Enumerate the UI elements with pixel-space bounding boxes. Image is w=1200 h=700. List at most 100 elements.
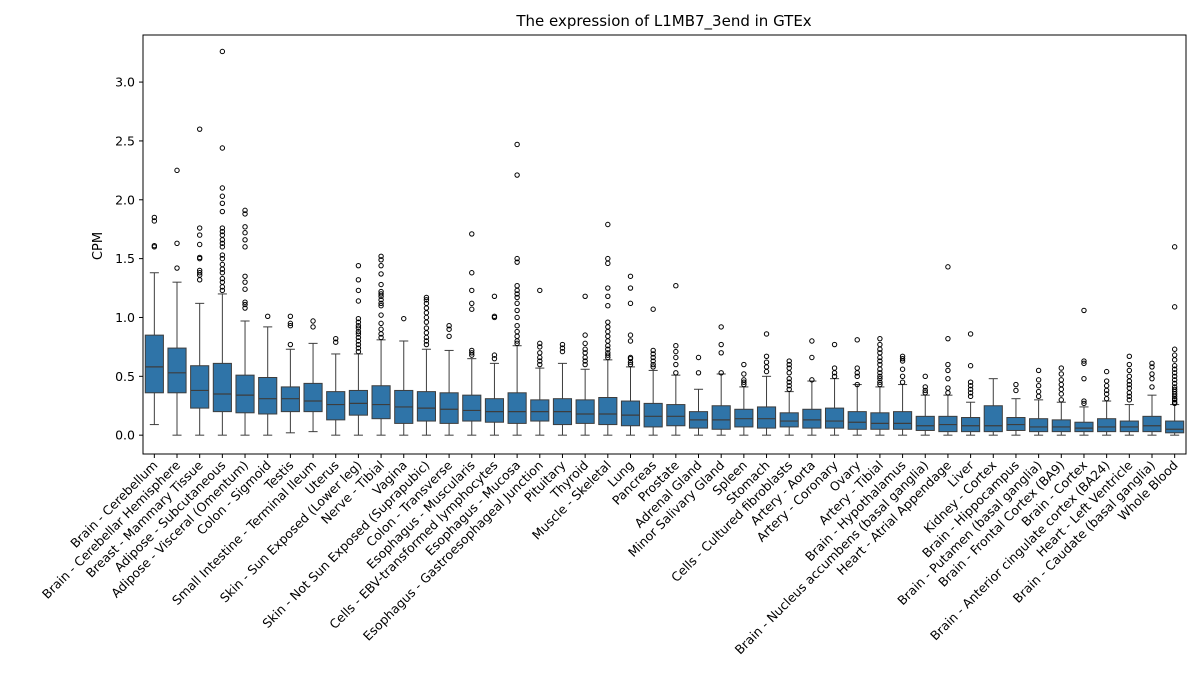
outlier-point xyxy=(605,352,611,358)
outlier-point xyxy=(242,244,248,250)
outlier-point xyxy=(718,341,724,348)
outlier-point xyxy=(695,370,702,376)
outlier-point xyxy=(1035,393,1042,400)
outlier-point xyxy=(605,328,611,335)
outlier-point xyxy=(786,370,792,376)
outlier-point xyxy=(1103,391,1110,397)
outlier-point xyxy=(1103,378,1110,384)
outlier-point xyxy=(219,232,226,238)
outlier-point xyxy=(446,323,452,329)
outlier-point xyxy=(219,208,226,215)
outlier-point xyxy=(219,255,226,262)
outlier-point xyxy=(1058,365,1064,371)
outlier-point xyxy=(287,313,294,319)
outlier-point xyxy=(605,221,611,228)
chart-title: The expression of L1MB7_3end in GTEx xyxy=(515,12,811,31)
outlier-point xyxy=(1013,381,1019,388)
outlier-point xyxy=(469,231,475,237)
outlier-point xyxy=(582,350,588,356)
box xyxy=(235,374,255,414)
outlier-point xyxy=(945,390,951,396)
box-group xyxy=(394,315,414,436)
outlier-point xyxy=(605,350,611,356)
box xyxy=(462,394,482,422)
outlier-point xyxy=(1149,375,1155,382)
box xyxy=(620,400,641,427)
outlier-point xyxy=(899,379,906,385)
outlier-point xyxy=(877,341,883,348)
outlier-point xyxy=(196,225,203,231)
outlier-point xyxy=(1171,386,1178,392)
outlier-point xyxy=(423,319,430,325)
outlier-point xyxy=(854,373,860,380)
outlier-point xyxy=(673,343,679,349)
outlier-point xyxy=(196,270,203,276)
outlier-point xyxy=(378,291,384,297)
box-group xyxy=(326,335,346,436)
outlier-point xyxy=(378,281,384,288)
outlier-point xyxy=(1171,370,1178,376)
outlier-point xyxy=(922,390,928,396)
outlier-point xyxy=(786,358,792,364)
outlier-point xyxy=(899,355,906,362)
box-group xyxy=(734,361,754,436)
box-group xyxy=(643,306,663,436)
outlier-point xyxy=(469,306,475,312)
outlier-point xyxy=(423,300,430,307)
box-group xyxy=(688,354,709,436)
outlier-point xyxy=(1171,357,1178,363)
outlier-point xyxy=(355,323,362,329)
outlier-point xyxy=(899,366,906,372)
outlier-point xyxy=(537,358,543,364)
box-group xyxy=(190,126,210,436)
outlier-point xyxy=(1171,366,1178,372)
box xyxy=(190,365,210,409)
outlier-point xyxy=(627,300,634,307)
box-group xyxy=(144,214,164,426)
outlier-point xyxy=(537,287,543,294)
outlier-point xyxy=(423,330,430,336)
outlier-point xyxy=(877,335,883,342)
box xyxy=(643,402,663,428)
outlier-point xyxy=(196,232,203,238)
box-group xyxy=(212,48,232,436)
box xyxy=(1142,415,1162,433)
outlier-point xyxy=(1081,400,1087,407)
outlier-point xyxy=(219,240,226,247)
outlier-point xyxy=(514,294,520,301)
outlier-point xyxy=(1126,397,1133,403)
y-axis-label: CPM xyxy=(91,232,106,260)
outlier-point xyxy=(1013,387,1019,394)
box xyxy=(303,382,323,413)
box xyxy=(326,391,346,421)
outlier-point xyxy=(446,326,452,332)
outlier-point xyxy=(219,244,226,250)
outlier-point xyxy=(242,230,248,236)
outlier-point xyxy=(355,334,362,341)
outlier-point xyxy=(1081,358,1087,364)
outlier-point xyxy=(242,211,248,217)
outlier-point xyxy=(378,297,384,303)
box-group xyxy=(779,358,799,436)
outlier-point xyxy=(877,373,883,380)
outlier-point xyxy=(219,193,226,199)
box xyxy=(961,417,981,433)
outlier-point xyxy=(378,257,384,263)
outlier-point xyxy=(582,332,588,338)
outlier-point xyxy=(196,267,203,274)
y-tick-label: 0.0 xyxy=(115,428,135,443)
outlier-point xyxy=(967,331,974,337)
outlier-point xyxy=(1171,373,1178,380)
y-tick-label: 2.0 xyxy=(115,192,135,207)
outlier-point xyxy=(945,367,951,374)
outlier-point xyxy=(219,275,226,282)
outlier-point xyxy=(242,224,248,230)
box-group xyxy=(1165,244,1185,436)
outlier-point xyxy=(809,338,815,344)
box-group xyxy=(893,353,913,436)
box xyxy=(167,347,187,394)
outlier-point xyxy=(650,364,656,370)
box-group xyxy=(1142,360,1162,436)
outlier-point xyxy=(355,328,362,335)
box-group xyxy=(983,378,1003,436)
